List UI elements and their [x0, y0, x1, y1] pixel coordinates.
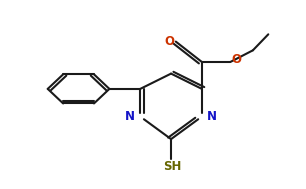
Text: O: O: [164, 35, 174, 48]
Text: O: O: [231, 53, 241, 66]
Text: N: N: [125, 110, 135, 123]
Text: N: N: [207, 110, 217, 123]
Text: SH: SH: [163, 160, 181, 173]
